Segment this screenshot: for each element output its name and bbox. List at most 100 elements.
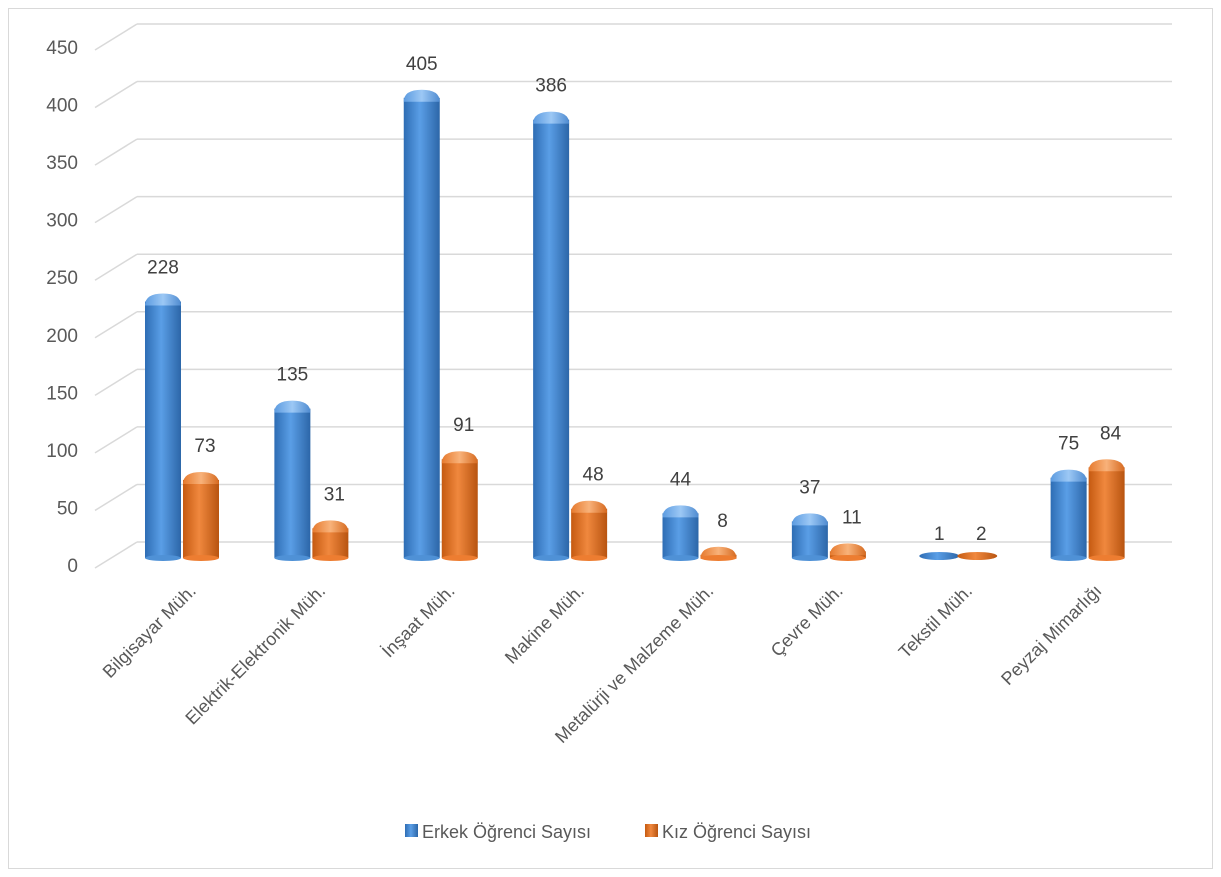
data-label: 135 — [277, 365, 309, 386]
legend-label: Erkek Öğrenci Sayısı — [422, 822, 591, 842]
bar-cap — [145, 293, 181, 306]
bar-erkek — [662, 505, 699, 561]
bar-cap — [441, 451, 478, 464]
bar-body — [441, 459, 478, 558]
bar-base — [791, 555, 828, 561]
y-tick-label: 50 — [57, 498, 78, 519]
bar-cap — [533, 111, 570, 124]
bar-kiz — [571, 500, 608, 561]
data-label: 31 — [324, 484, 345, 505]
y-tick-label: 200 — [46, 326, 78, 347]
grid-line-diag — [94, 23, 138, 51]
bar-body — [662, 513, 699, 558]
data-label: 91 — [453, 415, 474, 436]
bar-kiz — [829, 543, 866, 561]
bar-body — [312, 528, 349, 558]
bar-base — [441, 555, 478, 561]
bar-erkek — [791, 513, 828, 561]
bar-base — [571, 555, 608, 561]
bar-cap — [571, 500, 608, 513]
bar-cap — [829, 543, 866, 556]
grid-line-diag — [94, 483, 138, 512]
y-tick-label: 250 — [46, 268, 78, 289]
legend-swatch — [645, 824, 658, 837]
bar-base — [312, 555, 349, 561]
bar-cap — [662, 505, 699, 518]
y-tick-label: 450 — [46, 38, 78, 59]
bar-cap — [183, 471, 219, 484]
bar-cap — [1088, 459, 1125, 472]
x-tick-label: Peyzaj Mimarlığı — [997, 581, 1105, 689]
bar-body — [145, 301, 181, 558]
bar-kiz — [957, 552, 998, 560]
bars — [145, 89, 1125, 561]
bar-kiz — [312, 520, 349, 561]
data-label: 75 — [1058, 434, 1079, 455]
data-label: 11 — [842, 507, 862, 528]
data-label: 405 — [406, 54, 438, 75]
legend-swatch — [405, 824, 418, 837]
y-tick-label: 0 — [67, 556, 78, 577]
bar-cap — [312, 520, 349, 533]
bar-body — [1088, 467, 1125, 558]
bar-body — [791, 521, 828, 558]
x-tick-label: Makine Müh. — [501, 581, 588, 668]
x-axis-labels: Bilgisayar Müh.Elektrik-Elektronik Müh. İ… — [99, 581, 1106, 747]
bar-kiz — [183, 471, 219, 561]
bar-base — [662, 555, 699, 561]
data-label: 73 — [194, 436, 215, 457]
bar-body — [571, 508, 608, 558]
data-label: 2 — [976, 524, 987, 545]
bar-base — [1050, 555, 1087, 561]
bar-cap — [1050, 469, 1087, 482]
data-label: 386 — [535, 76, 567, 97]
bar-base — [829, 555, 866, 561]
grid-line-diag — [94, 541, 138, 569]
bar-erkek — [919, 552, 960, 560]
legend-label: Kız Öğrenci Sayısı — [662, 822, 811, 842]
y-axis-ticks: 0 50 100 150 200 250 300 350 400 450 — [46, 38, 78, 577]
grid-line-diag — [94, 253, 138, 281]
bar-erkek — [403, 89, 440, 561]
bar-cap — [791, 513, 828, 526]
legend-item: Erkek Öğrenci Sayısı — [405, 822, 591, 842]
chart-frame — [8, 8, 1213, 869]
grid-line-diag — [94, 311, 138, 339]
y-tick-label: 100 — [46, 441, 78, 462]
grid-line-diag — [94, 368, 138, 396]
bar-kiz — [1088, 459, 1125, 561]
bar-cap — [274, 400, 311, 413]
legend-item: Kız Öğrenci Sayısı — [645, 822, 811, 842]
bar-body — [403, 97, 440, 559]
bar-body — [1050, 477, 1087, 558]
y-tick-label: 150 — [46, 383, 78, 404]
grid-line-diag — [94, 80, 138, 109]
grid-line-diag — [94, 196, 138, 224]
bar-erkek — [145, 293, 181, 561]
bar-erkek — [533, 111, 570, 561]
x-tick-label: Elektrik-Elektronik Müh. — [181, 581, 329, 729]
data-label: 1 — [934, 524, 945, 545]
bar-flat — [957, 552, 998, 560]
x-tick-label: Çevre Müh. — [767, 581, 847, 661]
bar-base — [1088, 555, 1125, 561]
y-tick-label: 400 — [46, 96, 78, 117]
grid-line-diag — [94, 426, 138, 454]
grid-lines — [94, 23, 1172, 569]
bar-erkek — [274, 400, 311, 561]
bar-base — [533, 555, 570, 561]
bar-base — [700, 555, 737, 561]
bar-body — [274, 408, 311, 558]
bar-body — [533, 119, 570, 558]
data-label: 228 — [147, 258, 179, 279]
y-tick-label: 300 — [46, 211, 78, 232]
bar-base — [183, 555, 219, 561]
bar-body — [183, 479, 219, 558]
data-label: 44 — [670, 469, 692, 490]
bar-kiz — [700, 546, 737, 561]
bar-flat — [919, 552, 960, 560]
x-tick-label: İnşaat Müh. — [378, 581, 459, 662]
data-label: 37 — [799, 477, 820, 498]
